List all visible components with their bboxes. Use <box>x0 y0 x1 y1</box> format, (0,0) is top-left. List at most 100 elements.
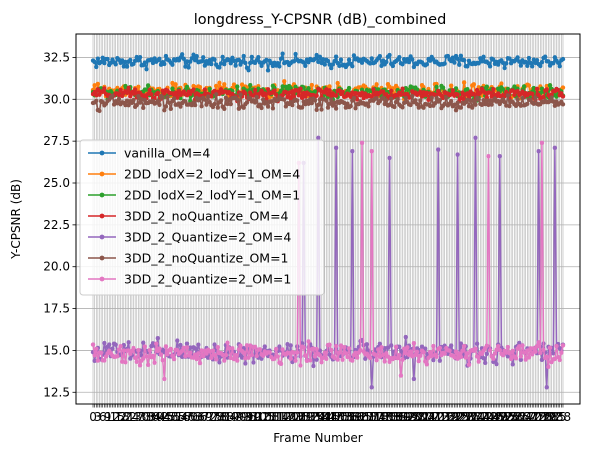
data-point <box>449 343 453 347</box>
data-point <box>157 57 161 61</box>
data-point <box>323 62 327 66</box>
data-point <box>152 360 156 364</box>
y-tick-label: 22.5 <box>43 218 70 232</box>
data-point <box>295 350 299 354</box>
data-point <box>336 81 340 85</box>
data-point <box>164 344 168 348</box>
data-point <box>449 83 453 87</box>
data-point <box>300 105 304 109</box>
data-point <box>314 108 318 112</box>
data-point <box>455 92 459 96</box>
data-point <box>173 82 177 86</box>
data-point <box>561 343 565 347</box>
legend-label: 3DD_2_Quantize=2_OM=1 <box>124 272 291 287</box>
data-point <box>216 345 220 349</box>
y-tick-label: 25.0 <box>43 176 70 190</box>
data-point <box>133 87 137 91</box>
data-point <box>295 98 299 102</box>
data-point <box>389 97 393 101</box>
data-point <box>199 104 203 108</box>
data-point <box>110 94 114 98</box>
data-point <box>214 92 218 96</box>
data-point <box>250 55 254 59</box>
data-point <box>334 54 338 58</box>
data-point <box>431 344 435 348</box>
data-point <box>389 89 393 93</box>
data-point <box>206 94 210 98</box>
data-point <box>353 106 357 110</box>
data-point <box>316 103 320 107</box>
data-point <box>96 358 100 362</box>
data-point <box>438 346 442 350</box>
data-point <box>170 63 174 67</box>
data-point <box>527 56 531 60</box>
data-point <box>545 385 549 389</box>
data-point <box>507 104 511 108</box>
legend: vanilla_OM=42DD_lodX=2_lodY=1_OM=42DD_lo… <box>80 140 324 295</box>
data-point <box>146 363 150 367</box>
data-point <box>477 97 481 101</box>
data-point <box>561 57 565 61</box>
data-point <box>412 341 416 345</box>
data-point <box>405 345 409 349</box>
y-axis-ticks: 12.515.017.520.022.525.027.530.032.5 <box>43 50 76 399</box>
data-point <box>97 109 101 113</box>
data-point <box>214 357 218 361</box>
data-point <box>394 345 398 349</box>
data-point <box>491 356 495 360</box>
data-point <box>400 105 404 109</box>
data-point <box>138 363 142 367</box>
data-point <box>342 345 346 349</box>
data-point <box>203 87 207 91</box>
data-point <box>157 103 161 107</box>
data-point <box>459 105 463 109</box>
data-point <box>198 361 202 365</box>
data-point <box>543 55 547 59</box>
data-point <box>263 344 267 348</box>
data-point <box>118 344 122 348</box>
data-point <box>334 106 338 110</box>
data-point <box>387 53 391 57</box>
data-point <box>157 346 161 350</box>
data-point <box>128 58 132 62</box>
data-point <box>405 87 409 91</box>
data-point <box>327 343 331 347</box>
data-point <box>195 54 199 58</box>
data-point <box>455 57 459 61</box>
data-point <box>96 82 100 86</box>
data-point <box>334 93 338 97</box>
data-point <box>485 352 489 356</box>
data-point <box>438 98 442 102</box>
data-point <box>374 358 378 362</box>
data-point <box>165 95 169 99</box>
data-point <box>164 104 168 108</box>
data-point <box>185 345 189 349</box>
data-point <box>94 65 98 69</box>
legend-swatch-marker <box>100 277 105 282</box>
data-point <box>114 62 118 66</box>
data-point <box>348 104 352 108</box>
data-point <box>546 365 550 369</box>
data-point <box>303 64 307 68</box>
data-point <box>410 57 414 61</box>
data-point <box>148 88 152 92</box>
data-point <box>366 104 370 108</box>
data-point <box>488 348 492 352</box>
data-point <box>483 361 487 365</box>
data-point <box>540 60 544 64</box>
data-point <box>267 350 271 354</box>
data-point <box>238 344 242 348</box>
data-point <box>308 358 312 362</box>
data-point <box>530 64 534 68</box>
data-point <box>253 100 257 104</box>
data-point <box>397 353 401 357</box>
data-point <box>125 91 129 95</box>
data-point <box>535 87 539 91</box>
data-point <box>222 107 226 111</box>
data-point <box>212 57 216 61</box>
data-point <box>314 347 318 351</box>
data-point <box>144 67 148 71</box>
data-point <box>266 68 270 72</box>
data-point <box>370 385 374 389</box>
data-point <box>554 344 558 348</box>
